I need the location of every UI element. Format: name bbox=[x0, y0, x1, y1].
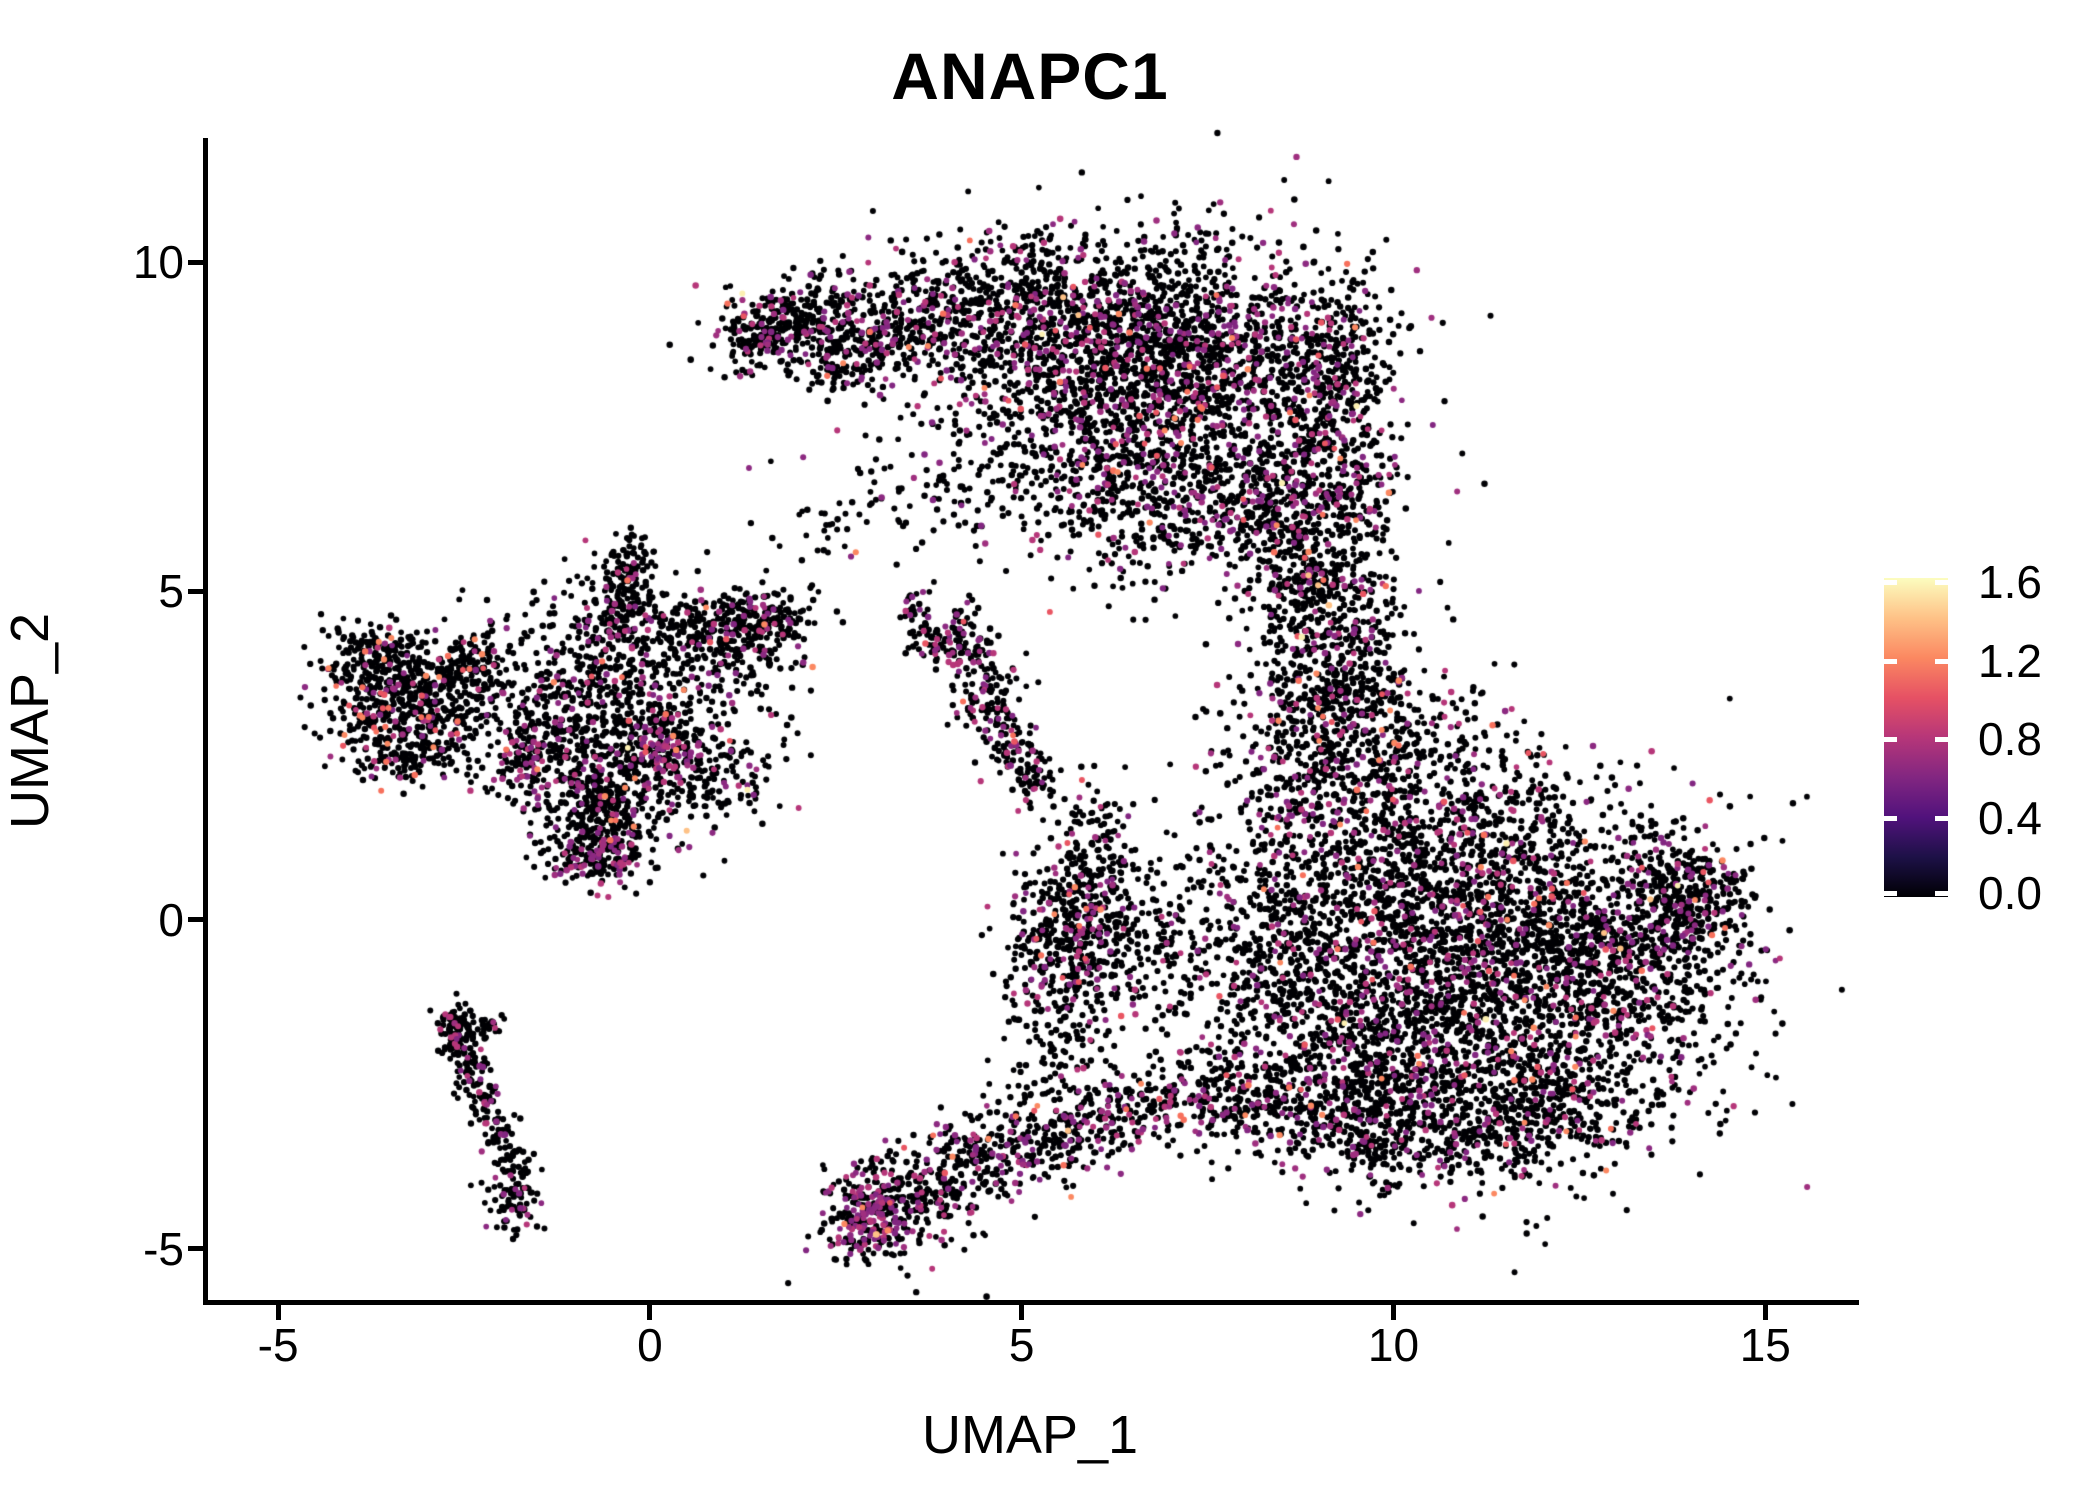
legend-colorbar bbox=[1884, 578, 1948, 897]
y-axis-line bbox=[203, 138, 208, 1305]
x-axis-line bbox=[203, 1300, 1859, 1305]
y-axis-title: UMAP_2 bbox=[0, 612, 60, 830]
x-axis-title: UMAP_1 bbox=[921, 1405, 1139, 1465]
chart-title: ANAPC1 bbox=[891, 39, 1169, 113]
